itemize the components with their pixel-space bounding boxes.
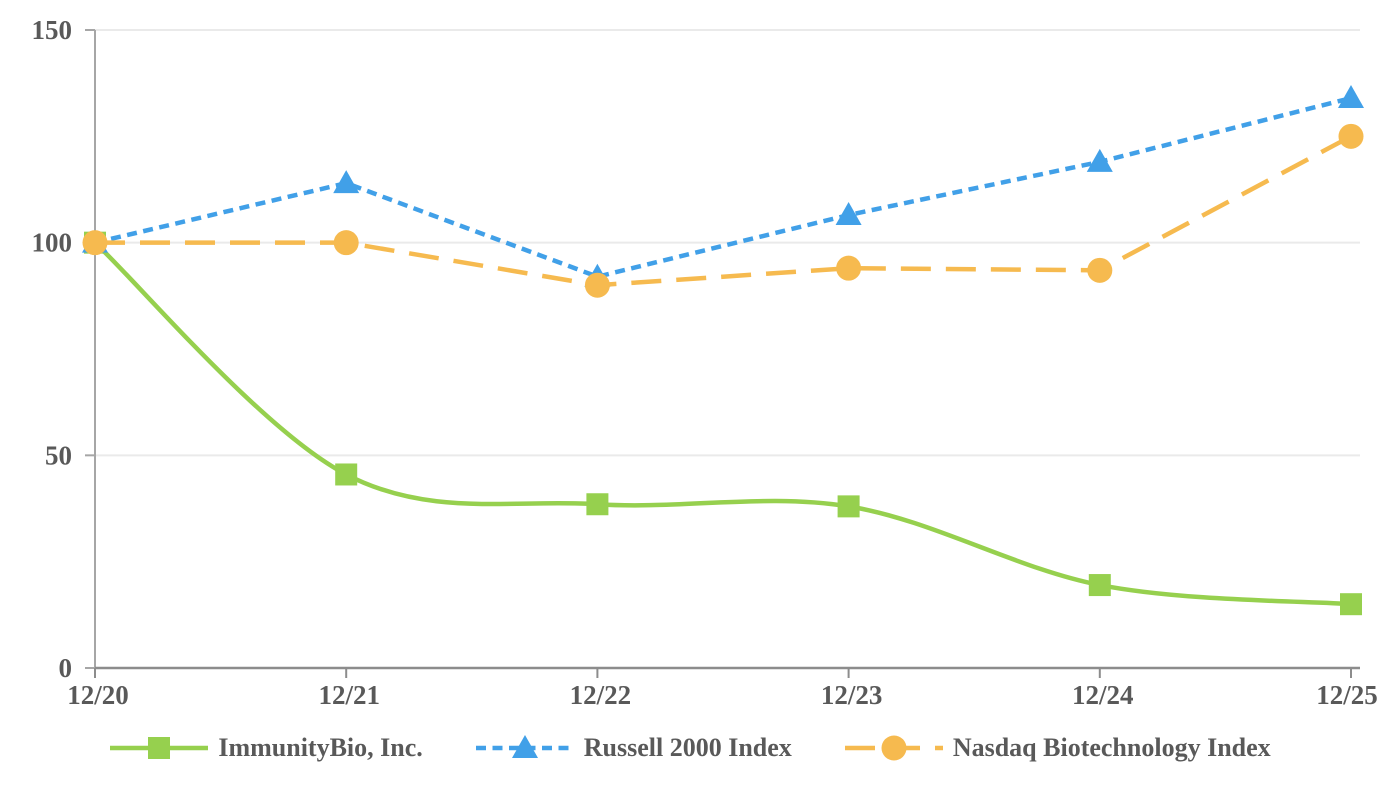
- circle-marker: [881, 735, 907, 761]
- series-line: [94, 95, 1352, 280]
- y-tick-label: 150: [32, 15, 73, 45]
- legend-item-russell-2000: Russell 2000 Index: [475, 733, 792, 763]
- series-nasdaq-biotechnology-index: [82, 123, 1364, 298]
- russell-2000-legend-marker: [475, 733, 575, 763]
- circle-marker: [1087, 257, 1113, 283]
- triangle-marker: [1086, 148, 1113, 172]
- square-marker: [335, 463, 358, 486]
- immunitybio-legend-marker: [109, 733, 209, 763]
- y-tick-label: 50: [45, 440, 72, 470]
- x-tick-label: 12/23: [821, 680, 883, 710]
- circle-marker: [1338, 123, 1364, 149]
- triangle-marker: [1338, 85, 1364, 109]
- triangle-marker: [835, 202, 862, 226]
- series-russell-2000-index: [82, 85, 1364, 287]
- square-marker: [1340, 593, 1362, 616]
- chart-legend: ImmunityBio, Inc. Russell 2000 Index Nas…: [0, 733, 1380, 763]
- square-marker: [837, 495, 860, 518]
- circle-marker: [584, 272, 610, 298]
- x-tick-label: 12/20: [67, 680, 129, 710]
- nasdaq-biotechnology-index-legend-swatch: [844, 735, 943, 761]
- nasdaq-biotech-legend-marker: [844, 733, 944, 763]
- x-tick-label: 12/25: [1316, 680, 1378, 710]
- legend-label-russell-2000: Russell 2000 Index: [583, 733, 792, 762]
- square-marker: [586, 493, 609, 516]
- x-tick-label: 12/22: [570, 680, 632, 710]
- series-line: [95, 134, 1353, 288]
- square-marker: [1088, 574, 1111, 597]
- immunitybio-inc-legend-swatch: [110, 737, 209, 759]
- russell-2000-index-legend-swatch: [475, 735, 574, 758]
- circle-marker: [333, 230, 359, 256]
- circle-marker: [836, 255, 862, 281]
- series-immunitybio-inc: [84, 231, 1362, 616]
- x-tick-label: 12/21: [318, 680, 380, 710]
- circle-marker: [82, 230, 108, 256]
- square-marker: [148, 737, 171, 759]
- y-tick-label: 0: [59, 653, 73, 683]
- legend-item-immunitybio: ImmunityBio, Inc.: [109, 733, 423, 763]
- triangle-marker: [511, 735, 538, 758]
- legend-label-nasdaq-biotech: Nasdaq Biotechnology Index: [952, 733, 1271, 762]
- series-line: [93, 241, 1352, 607]
- y-tick-label: 100: [32, 228, 73, 258]
- legend-item-nasdaq-biotech: Nasdaq Biotechnology Index: [844, 733, 1271, 763]
- triangle-marker: [333, 170, 360, 194]
- x-tick-label: 12/24: [1072, 680, 1134, 710]
- legend-label-immunitybio: ImmunityBio, Inc.: [218, 733, 423, 762]
